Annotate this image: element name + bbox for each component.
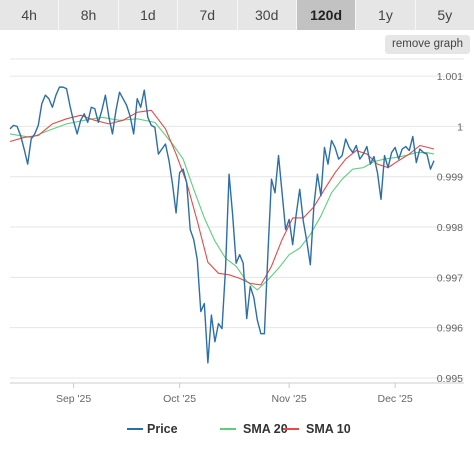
x-tick-label: Dec '25 (377, 393, 412, 405)
y-tick-label: 0.997 (437, 272, 463, 284)
series-line-sma-20 (9, 116, 435, 291)
x-axis: Sep '25 Oct '25 Nov '25 Dec '25 (10, 382, 464, 405)
price-chart: Sep '25 Oct '25 Nov '25 Dec '25 0.9950.9960… (9, 58, 464, 436)
range-tab-120d[interactable]: 120d (296, 0, 357, 30)
range-tab-1y[interactable]: 1y (356, 0, 416, 30)
range-tab-30d[interactable]: 30d (237, 0, 297, 30)
y-tick-label: 1.001 (437, 71, 463, 83)
grid-lines (10, 58, 464, 379)
legend: Price SMA 20 SMA 10 (127, 422, 351, 436)
x-tick-label: Sep '25 (56, 393, 91, 405)
range-tab-bar: 4h 8h 1d 7d 30d 120d 1y 5y (0, 0, 474, 30)
range-tab-7d[interactable]: 7d (178, 0, 238, 30)
y-axis: 0.995 0.996 0.997 0.998 0.999 1 1.001 (437, 71, 463, 385)
legend-label[interactable]: Price (147, 422, 178, 436)
legend-label[interactable]: SMA 10 (306, 422, 351, 436)
range-tab-8h[interactable]: 8h (59, 0, 119, 30)
y-tick-label: 0.999 (437, 172, 463, 184)
x-tick-label: Nov '25 (271, 393, 306, 405)
series-line-price (9, 86, 435, 364)
y-tick-label: 0.998 (437, 222, 463, 234)
range-tab-5y[interactable]: 5y (415, 0, 474, 30)
legend-label[interactable]: SMA 20 (243, 422, 288, 436)
y-tick-label: 0.995 (437, 373, 463, 385)
remove-graph-button[interactable]: remove graph (385, 35, 470, 54)
range-tab-1d[interactable]: 1d (118, 0, 179, 30)
x-tick-label: Oct '25 (163, 393, 196, 405)
y-tick-label: 0.996 (437, 323, 463, 335)
range-tab-4h[interactable]: 4h (0, 0, 60, 30)
series-lines (9, 86, 435, 364)
y-tick-label: 1 (457, 121, 463, 133)
series-line-sma-10 (9, 109, 435, 286)
